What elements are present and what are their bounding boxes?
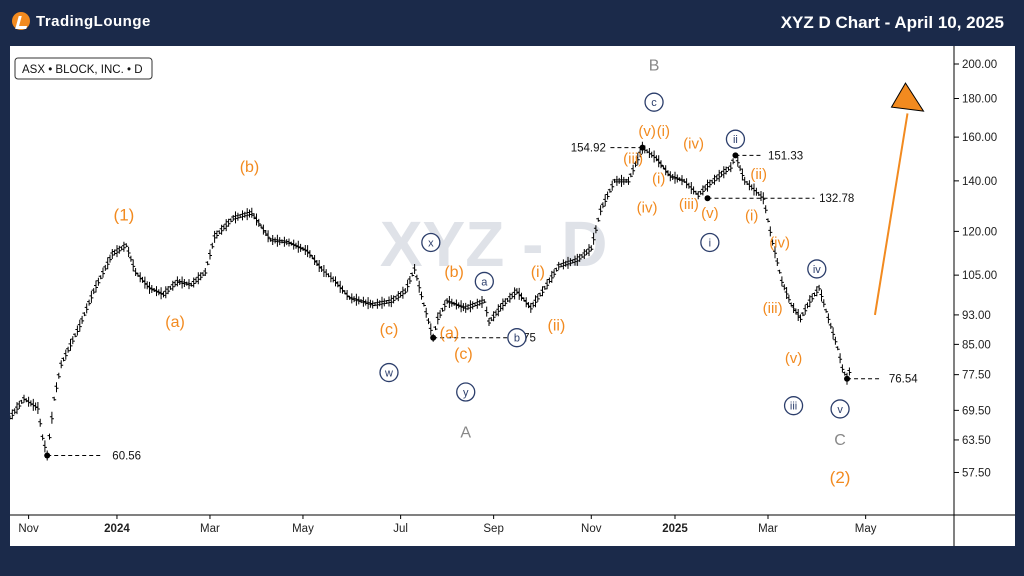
wave-label: A [460, 424, 471, 441]
chart-title: XYZ D Chart - April 10, 2025 [780, 13, 1004, 32]
wave-label: iii [790, 401, 797, 413]
wave-label: (b) [444, 264, 464, 281]
chart-watermark: XYZ - D [380, 208, 608, 280]
x-tick-label: Nov [18, 523, 39, 535]
wave-label: B [649, 58, 660, 75]
y-tick-label: 77.50 [962, 370, 991, 382]
x-tick-label: Nov [581, 523, 602, 535]
y-tick-label: 57.50 [962, 467, 991, 479]
wave-label-circle [830, 399, 850, 419]
price-level-dot [704, 195, 711, 202]
price-level-label: 132.78 [819, 193, 854, 205]
price-bars [8, 141, 852, 461]
wave-label-circle [807, 259, 827, 279]
wave-label: (i) [531, 264, 545, 281]
wave-label: (a) [165, 314, 185, 331]
wave-label: (v) [638, 123, 656, 140]
y-tick-label: 160.00 [962, 132, 997, 144]
y-tick-label: 105.00 [962, 270, 997, 282]
wave-label-circle [456, 382, 476, 402]
wave-label: c [651, 97, 657, 109]
wave-label-circle [421, 232, 441, 253]
wave-label: (i) [745, 207, 758, 224]
wave-label: (a) [440, 325, 460, 342]
wave-label: ii [733, 134, 738, 146]
wave-label-circle [474, 271, 494, 292]
wave-label: (b) [240, 159, 260, 176]
price-level-label: 151.33 [768, 150, 803, 162]
chart-area[interactable]: XYZ - D 200.00 180.00 160.00 140.00 120.00 10… [8, 46, 1015, 546]
x-tick-label: May [855, 523, 877, 535]
wave-label-circle [783, 396, 804, 416]
price-level-label: 76.54 [889, 374, 918, 386]
wave-label: v [837, 404, 843, 416]
projection-line [873, 113, 909, 316]
wave-label: (iv) [637, 200, 658, 217]
wave-label: C [834, 432, 846, 449]
ticker-box [14, 57, 153, 80]
wave-label-circle [379, 362, 399, 383]
wave-label: (iii) [679, 196, 699, 213]
wave-label: (2) [830, 468, 851, 487]
wave-label: (v) [785, 350, 803, 367]
x-tick-label: Jul [393, 523, 408, 535]
price-chart[interactable]: XYZ - D 200.00 180.00 160.00 140.00 120.00 10… [8, 46, 1015, 546]
wave-label: (i) [652, 171, 665, 188]
y-tick-label: 120.00 [962, 226, 997, 238]
x-tick-label: Mar [758, 523, 778, 535]
y-tick-label: 200.00 [962, 59, 997, 71]
wave-label: (ii) [548, 318, 566, 335]
wave-label: (v) [701, 205, 719, 222]
tradinglounge-logo-icon [12, 12, 30, 30]
wave-label-circle [507, 328, 527, 348]
x-tick-label: May [292, 523, 314, 535]
header-bar: TradingLounge XYZ D Chart - April 10, 20… [0, 0, 1024, 46]
price-level-dot [732, 152, 739, 159]
wave-label: (1) [114, 205, 135, 224]
ticker-label: ASX • BLOCK, INC. • D [22, 64, 143, 76]
wave-label: (ii) [750, 166, 767, 183]
price-level-label: 60.56 [112, 450, 141, 462]
wave-label-circle [644, 92, 664, 112]
x-tick-label: 2025 [662, 523, 688, 535]
y-tick-label: 63.50 [962, 435, 991, 447]
y-tick-label: 93.00 [962, 310, 991, 322]
y-tick-label: 180.00 [962, 94, 997, 106]
wave-label: (i) [657, 123, 670, 140]
wave-label: (c) [380, 321, 399, 338]
wave-label: (iv) [769, 234, 790, 251]
brand-logo: TradingLounge [12, 12, 151, 30]
wave-label: iv [813, 264, 821, 276]
projection-arrow-icon [890, 82, 925, 112]
wave-label: b [514, 333, 520, 345]
price-level-label: 154.92 [571, 143, 606, 155]
wave-label: a [481, 276, 488, 288]
wave-label: (iii) [623, 150, 643, 167]
price-level-dot [44, 452, 51, 459]
price-level-dot [430, 334, 437, 341]
wave-label: i [709, 237, 711, 249]
wave-label: w [384, 368, 393, 380]
x-tick-label: Mar [200, 523, 220, 535]
y-tick-label: 69.50 [962, 405, 991, 417]
y-tick-label: 85.00 [962, 339, 991, 351]
wave-label: (iii) [763, 300, 783, 317]
x-tick-label: 2024 [104, 523, 130, 535]
price-level-dot [639, 144, 646, 151]
wave-label: x [428, 237, 434, 249]
brand-name: TradingLounge [36, 12, 151, 30]
price-level-dot [844, 375, 851, 382]
wave-label: y [463, 387, 469, 399]
wave-label-circle [725, 129, 746, 149]
y-tick-label: 140.00 [962, 176, 997, 188]
wave-label: (iv) [683, 135, 704, 152]
wave-label: (c) [454, 346, 473, 363]
x-tick-label: Sep [483, 523, 503, 535]
wave-label-circle [700, 232, 720, 253]
